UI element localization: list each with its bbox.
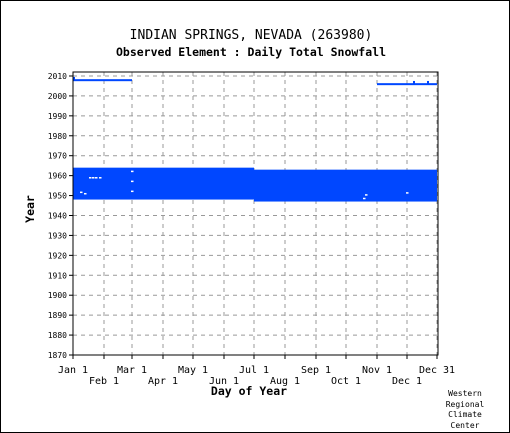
credit-line: Center <box>450 420 480 430</box>
record-block <box>377 83 437 86</box>
y-tick-label: 1940 <box>48 211 67 220</box>
y-tick-label: 1890 <box>48 311 67 320</box>
missing-point <box>99 177 102 179</box>
wrcc-credit: Western Regional Climate Center <box>435 389 495 431</box>
x-tick-label: Aug 1 <box>270 376 300 387</box>
x-axis-label: Day of Year <box>211 384 287 398</box>
x-tick-label: Jan 1 <box>58 365 88 376</box>
y-tick-label: 1900 <box>48 291 67 300</box>
missing-point <box>84 192 87 195</box>
record-block <box>254 169 437 202</box>
missing-point <box>363 197 366 200</box>
y-tick-label: 1910 <box>48 271 67 280</box>
x-tick-label: May 1 <box>178 365 208 376</box>
y-tick-label: 1880 <box>48 331 67 340</box>
missing-point <box>95 177 98 179</box>
y-tick-label: 1920 <box>48 251 67 260</box>
y-tick-label: 1960 <box>48 172 67 181</box>
x-tick-label: Sep 1 <box>301 365 331 376</box>
y-axis-label: Year <box>23 195 37 223</box>
marker-point <box>413 80 415 84</box>
chart-subtitle: Observed Element : Daily Total Snowfall <box>116 45 386 59</box>
x-tick-label: Nov 1 <box>362 365 392 376</box>
record-block <box>73 79 132 82</box>
chart-title: INDIAN SPRINGS, NEVADA (263980) <box>130 28 373 43</box>
marker-point <box>73 76 75 80</box>
grid-lines <box>72 72 438 356</box>
credit-line: Climate <box>448 410 482 419</box>
missing-point <box>92 177 95 179</box>
missing-point <box>365 194 368 196</box>
marker-point <box>427 80 429 84</box>
y-tick-label: 2000 <box>48 92 67 101</box>
missing-point <box>131 190 134 193</box>
record-block <box>73 167 254 200</box>
y-tick-label: 1930 <box>48 231 67 240</box>
x-tick-label: Dec 31 <box>419 365 455 376</box>
x-tick-label: Jul 1 <box>239 365 269 376</box>
y-tick-label: 1990 <box>48 112 67 121</box>
plot-border <box>72 71 439 356</box>
x-tick-label: Mar 1 <box>117 365 147 376</box>
y-tick-label: 1950 <box>48 192 67 201</box>
axes: 2010 2000 1990 1980 1970 1960 1950 1940 1930 1920… <box>48 71 455 387</box>
x-tick-label: Dec 1 <box>392 376 422 387</box>
missing-point <box>89 177 92 179</box>
y-tick-label: 2010 <box>48 72 67 81</box>
x-tick-label: Feb 1 <box>89 376 119 387</box>
y-tick-label: 1980 <box>48 132 67 141</box>
y-tick-label: 1970 <box>48 152 67 161</box>
missing-point <box>406 192 409 194</box>
missing-point <box>131 170 134 173</box>
data-layer <box>73 76 437 202</box>
missing-point <box>80 191 83 194</box>
credit-line: Regional <box>445 399 485 409</box>
x-tick-label: Oct 1 <box>331 376 361 387</box>
credit-line: Western <box>448 389 482 398</box>
x-tick-label: Apr 1 <box>148 376 178 387</box>
x-tick-label: Jun 1 <box>209 376 239 387</box>
missing-point <box>131 180 134 183</box>
y-tick-label: 1870 <box>48 351 67 360</box>
